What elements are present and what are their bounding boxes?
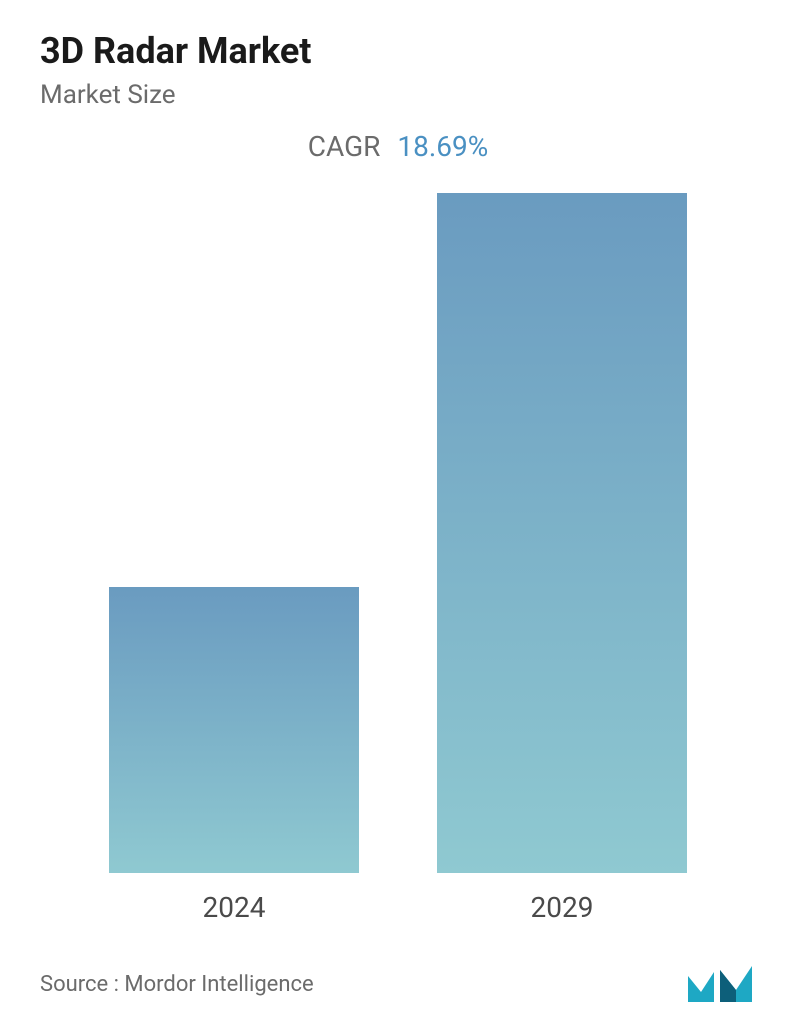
page-subtitle: Market Size xyxy=(40,80,756,110)
bar xyxy=(109,587,359,873)
cagr-row: CAGR 18.69% xyxy=(40,130,756,163)
source-text: Source : Mordor Intelligence xyxy=(40,972,314,997)
year-label: 2029 xyxy=(531,891,594,924)
year-label: 2024 xyxy=(203,891,266,924)
chart-container: 3D Radar Market Market Size CAGR 18.69% … xyxy=(0,0,796,1034)
bar xyxy=(437,193,687,873)
cagr-value: 18.69% xyxy=(397,130,488,163)
chart-area: 2024 2029 xyxy=(40,183,756,944)
page-title: 3D Radar Market xyxy=(40,30,756,72)
brand-logo-icon xyxy=(686,964,756,1004)
cagr-label: CAGR xyxy=(308,130,381,163)
bar-group: 2024 xyxy=(109,183,359,924)
bar-group: 2029 xyxy=(437,183,687,924)
footer: Source : Mordor Intelligence xyxy=(40,944,756,1014)
